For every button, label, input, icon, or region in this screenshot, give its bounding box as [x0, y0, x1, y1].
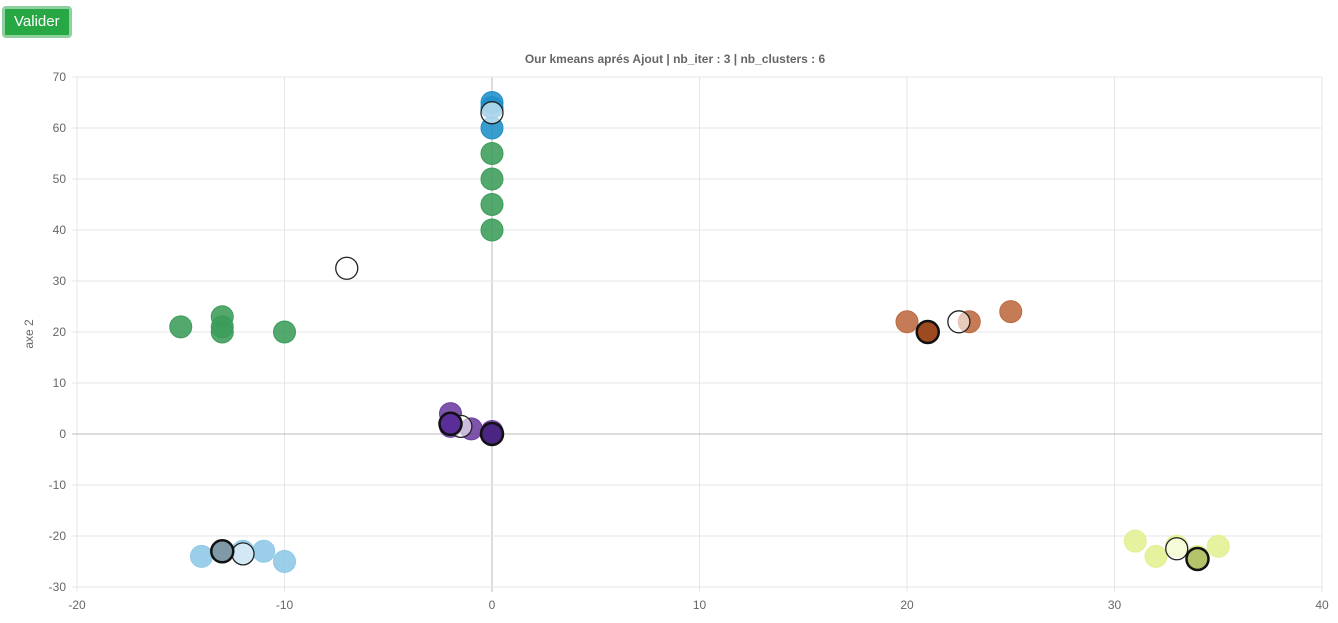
y-tick-label: 50	[53, 172, 67, 186]
data-point	[999, 300, 1023, 324]
previous-centroid-marker	[947, 310, 971, 334]
x-axis: -20 -10 0 10 20 30 40	[68, 598, 1329, 612]
data-point	[273, 550, 296, 573]
data-point	[169, 315, 193, 339]
data-point	[1123, 529, 1147, 553]
y-tick-label: 60	[53, 121, 67, 135]
grid	[72, 76, 1323, 592]
data-point	[480, 218, 504, 242]
data-point	[480, 167, 504, 191]
data-point	[1206, 534, 1230, 558]
centroids	[210, 319, 1210, 572]
y-tick-label: 40	[53, 223, 67, 237]
y-tick-label: -30	[49, 580, 67, 594]
x-tick-label: 10	[693, 598, 707, 612]
data-point	[480, 193, 504, 216]
x-tick-label: 20	[900, 598, 914, 612]
y-tick-label: -10	[49, 478, 67, 492]
data-point	[252, 539, 276, 563]
x-tick-label: 0	[489, 598, 496, 612]
previous-centroid-marker	[480, 101, 504, 125]
data-point	[480, 142, 504, 165]
centroid-marker	[210, 539, 235, 564]
y-axis: -30 -20 -10 0 10 20 30 40 50 60 70	[49, 70, 67, 594]
y-tick-label: 20	[53, 325, 67, 339]
x-tick-label: 40	[1315, 598, 1329, 612]
x-tick-label: -10	[276, 598, 294, 612]
data-point	[273, 320, 296, 344]
y-tick-label: 0	[59, 427, 66, 441]
x-tick-label: -20	[68, 598, 86, 612]
x-tick-label: 30	[1108, 598, 1122, 612]
y-tick-label: 70	[53, 70, 67, 84]
data-point	[210, 320, 234, 344]
y-tick-label: -20	[49, 529, 67, 543]
data-point	[1144, 544, 1168, 568]
centroid-marker	[1185, 546, 1210, 572]
previous-centroids	[231, 101, 1189, 566]
centroid-marker	[479, 421, 505, 447]
data-point	[190, 544, 213, 568]
y-tick-label: 10	[53, 376, 67, 390]
centroid-marker	[438, 411, 463, 437]
previous-centroid-marker	[335, 256, 359, 280]
y-axis-title: axe 2	[22, 319, 36, 349]
previous-centroid-marker	[231, 542, 255, 566]
data-point	[895, 310, 919, 334]
chart-title: Our kmeans aprés Ajout | nb_iter : 3 | n…	[525, 52, 826, 66]
y-tick-label: 30	[53, 274, 67, 288]
valider-button[interactable]: Valider	[2, 6, 72, 38]
centroid-marker	[915, 319, 940, 345]
previous-centroid-marker	[1165, 537, 1189, 561]
